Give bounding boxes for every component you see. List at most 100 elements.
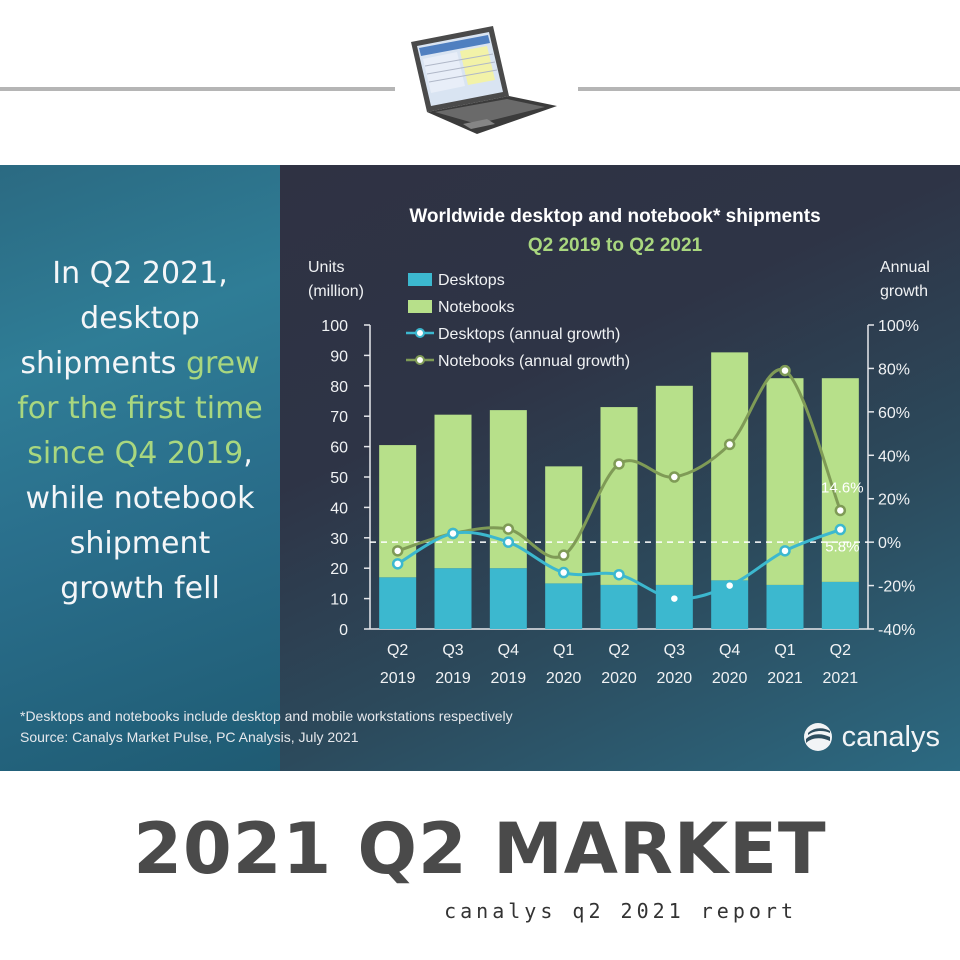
shipments-chart: Worldwide desktop and notebook* shipment… [308, 206, 930, 687]
canalys-logo-icon [803, 723, 832, 751]
x-tick-label: Q1 [553, 642, 574, 659]
y2-tick-label: 80% [878, 361, 910, 378]
headline-text-segment: growth fell [60, 571, 220, 606]
x-tick-label: Q3 [664, 642, 685, 659]
legend-marker [415, 355, 425, 365]
headline-text-segment: while notebook [25, 481, 255, 516]
y-tick-label: 0 [339, 622, 348, 639]
x-tick-label-year: 2019 [435, 670, 471, 687]
bar-desktops [600, 584, 638, 629]
chart-footnote: *Desktops and notebooks include desktop … [20, 706, 513, 748]
legend-label: Desktops [438, 272, 505, 289]
headline-text-segment: , [243, 436, 253, 471]
laptop-icon [411, 26, 557, 134]
x-tick-label-year: 2020 [601, 670, 637, 687]
y-tick-label: 10 [330, 592, 348, 609]
headline-line: In Q2 2021, [0, 251, 280, 296]
y-tick-label: 20 [330, 561, 348, 578]
canalys-logo: canalys [802, 717, 940, 757]
footnote-text: *Desktops and notebooks include desktop … [20, 708, 513, 724]
point-desktops-annual-growth [723, 579, 736, 592]
x-tick-label: Q1 [774, 642, 795, 659]
point-desktops-annual-growth [447, 527, 459, 540]
header-divider-right [578, 87, 960, 91]
infographic-banner: In Q2 2021, desktop shipments grew for the … [0, 165, 960, 771]
legend-label: Notebooks [438, 299, 515, 316]
y2-tick-label: 20% [878, 492, 910, 509]
headline-text-segment: desktop [80, 301, 200, 336]
x-tick-label-year: 2021 [767, 670, 803, 687]
point-desktops-annual-growth [779, 545, 791, 557]
x-tick-label-year: 2020 [712, 670, 748, 687]
bar-desktops [379, 577, 417, 629]
legend-marker [415, 328, 425, 338]
headline-text-segment: In Q2 2021, [52, 256, 228, 291]
chart-title: Worldwide desktop and notebook* shipment… [409, 206, 820, 227]
bar-notebooks [545, 466, 583, 584]
point-desktops-annual-growth [613, 568, 625, 581]
source-text: Source: Canalys Market Pulse, PC Analysi… [20, 729, 359, 745]
point-desktops-annual-growth [834, 523, 847, 536]
bar-desktops [655, 584, 693, 629]
y-tick-label: 40 [330, 500, 348, 517]
point-notebooks-annual-growth [502, 523, 515, 535]
y2-axis-label: growth [880, 283, 928, 300]
y-tick-label: 80 [330, 379, 348, 396]
point-notebooks-annual-growth [834, 504, 847, 517]
data-label: 5.8% [825, 539, 859, 556]
x-tick-label: Q2 [608, 642, 629, 659]
headline-highlight: grew [185, 346, 260, 381]
headline-text: In Q2 2021, desktop shipments grew for the … [0, 251, 280, 611]
bar-desktops [545, 583, 583, 629]
bar-desktops [821, 581, 859, 629]
legend-label: Notebooks (annual growth) [438, 353, 630, 370]
x-tick-label-year: 2021 [823, 670, 859, 687]
page-title: 2021 Q2 MARKET [133, 808, 827, 890]
bar-desktops [434, 568, 472, 629]
bar-notebooks [821, 378, 859, 582]
x-tick-label: Q2 [830, 642, 851, 659]
y-axis-label: Units [308, 259, 344, 276]
x-tick-label-year: 2019 [380, 670, 416, 687]
headline-text-segment: shipment [69, 526, 211, 561]
y2-tick-label: 40% [878, 448, 910, 465]
page-subtitle: canalys q2 2021 report [444, 899, 797, 923]
bar-notebooks [655, 385, 693, 585]
bar-notebooks [379, 445, 417, 578]
headline-line: for the first time [0, 386, 280, 431]
y2-tick-label: -20% [878, 579, 915, 596]
y-tick-label: 30 [330, 531, 348, 548]
point-notebooks-annual-growth [668, 471, 681, 483]
y2-tick-label: -40% [878, 622, 915, 639]
headline-line: desktop [0, 296, 280, 341]
point-desktops-annual-growth [557, 566, 570, 579]
legend-swatch [408, 300, 432, 313]
bar-notebooks [434, 414, 472, 569]
x-tick-label-year: 2020 [546, 670, 582, 687]
x-tick-label-year: 2020 [657, 670, 693, 687]
headline-line: growth fell [0, 566, 280, 611]
point-notebooks-annual-growth [779, 364, 791, 377]
legend-swatch [408, 273, 432, 286]
header-divider-left [0, 87, 395, 91]
chart-subtitle: Q2 2019 to Q2 2021 [528, 235, 703, 256]
y2-tick-label: 0% [878, 535, 901, 552]
point-notebooks-annual-growth [391, 545, 404, 557]
canalys-wordmark: canalys [841, 720, 940, 753]
headline-line: while notebook [0, 476, 280, 521]
y-tick-label: 100 [321, 318, 348, 335]
legend-label: Desktops (annual growth) [438, 326, 620, 343]
y2-tick-label: 100% [878, 318, 919, 335]
headline-highlight: since Q4 2019 [27, 436, 244, 471]
y-tick-label: 50 [330, 470, 348, 487]
point-notebooks-annual-growth [613, 458, 625, 470]
point-desktops-annual-growth [502, 536, 515, 548]
headline-line: shipment [0, 521, 280, 566]
y-axis-label: (million) [308, 283, 364, 300]
point-notebooks-annual-growth [557, 549, 570, 561]
bar-desktops [489, 568, 527, 629]
y-tick-label: 70 [330, 409, 348, 426]
point-desktops-annual-growth [391, 558, 404, 570]
y-tick-label: 90 [330, 348, 348, 365]
headline-highlight: for the first time [17, 391, 263, 426]
